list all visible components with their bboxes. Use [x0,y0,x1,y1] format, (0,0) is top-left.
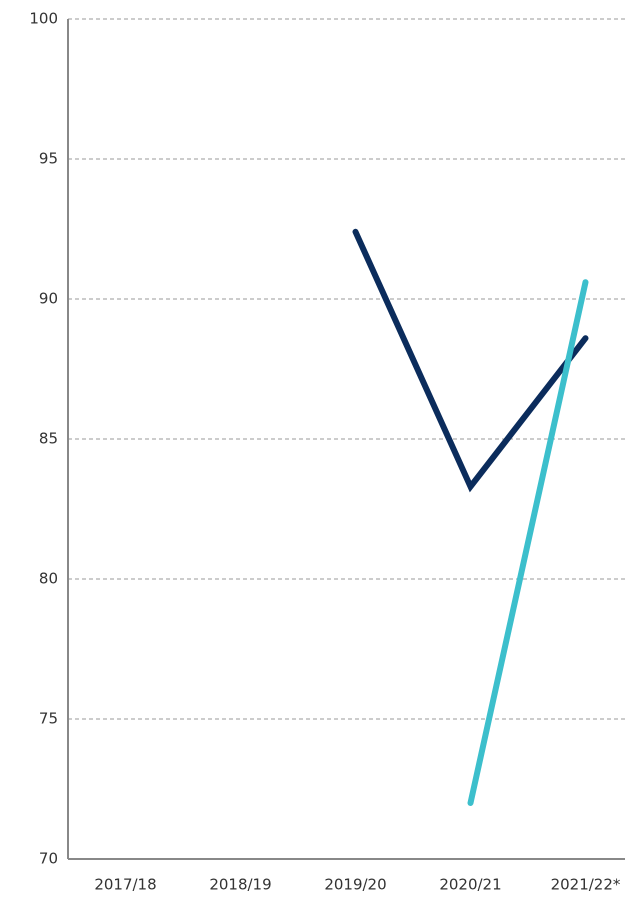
x-tick-label: 2019/20 [324,876,386,894]
x-tick-label: 2021/22* [551,876,621,894]
y-tick-label: 70 [39,850,58,868]
line-series [467,279,589,806]
y-tick-label: 85 [39,430,58,448]
y-tick-label: 90 [39,290,58,308]
y-tick-label: 95 [39,150,58,168]
x-tick-label: 2018/19 [209,876,271,894]
x-tick-label: 2020/21 [439,876,501,894]
x-tick-label: 2017/18 [94,876,156,894]
y-tick-label: 75 [39,710,58,728]
y-tick-label: 80 [39,570,58,588]
y-tick-label: 100 [29,10,58,28]
line-series [352,228,589,493]
